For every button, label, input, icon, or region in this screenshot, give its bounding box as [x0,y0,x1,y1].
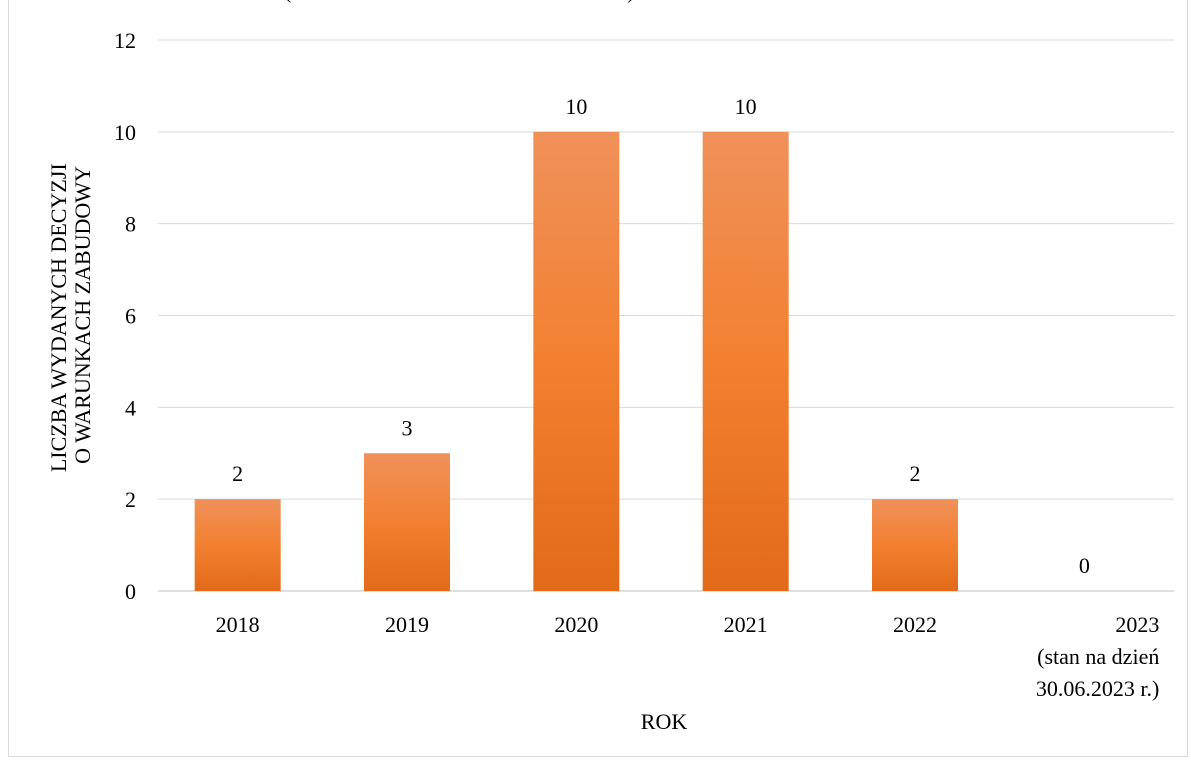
y-tick-label: 4 [125,395,136,420]
gridlines [158,39,1174,592]
x-tick-label-line: 2021 [724,612,768,637]
x-tick-label: 2023 (stan na dzień 30.06.2023 r.) [1036,612,1159,701]
data-label: 2 [910,461,921,486]
y-axis-ticks: 0 2 4 6 8 10 12 [114,28,136,604]
x-tick-label-line: 2022 [893,612,937,637]
y-tick-label: 6 [125,304,136,329]
x-tick-label: 2019 [385,612,429,637]
title-close-paren: ) [627,0,634,3]
y-tick-label: 2 [125,487,136,512]
y-axis-title-line-1: LICZBA WYDANYCH DECYZJI [46,163,71,472]
y-tick-label: 0 [125,579,136,604]
x-tick-label: 2022 [893,612,937,637]
bar [364,453,450,591]
x-tick-label: 2018 [216,612,260,637]
x-tick-label-line: 2019 [385,612,429,637]
bar [194,499,281,591]
data-label: 10 [565,94,587,119]
x-tick-label: 2020 [554,612,598,637]
bar [533,131,620,592]
x-tick-label-line: 2018 [216,612,260,637]
data-labels: 2 3 10 10 2 0 [232,94,1090,578]
x-tick-label-line: 2023 [1115,612,1159,637]
y-tick-label: 8 [125,212,136,237]
x-axis-title: ROK [641,709,688,734]
x-tick-label-line: 2020 [554,612,598,637]
y-axis-title-line-2: O WARUNKACH ZABUDOWY [70,166,95,464]
x-tick-label-line: 30.06.2023 r.) [1036,676,1159,701]
x-tick-label: 2021 [724,612,768,637]
title-open-paren: ( [284,0,291,3]
y-tick-label: 10 [114,120,136,145]
x-axis-ticks: 2018 2019 2020 2021 2022 2023 (stan na dzień 30… [216,612,1160,701]
bar [872,499,958,591]
chart-title-fragment: () [284,0,635,4]
y-tick-label: 12 [114,28,136,53]
bar [702,131,789,592]
x-tick-label-line: (stan na dzień [1037,644,1159,669]
bars [194,131,958,592]
data-label: 3 [402,415,413,440]
data-label: 2 [232,461,243,486]
data-label: 0 [1079,553,1090,578]
data-label: 10 [735,94,757,119]
y-axis-title: LICZBA WYDANYCH DECYZJI O WARUNKACH ZABU… [46,158,95,472]
